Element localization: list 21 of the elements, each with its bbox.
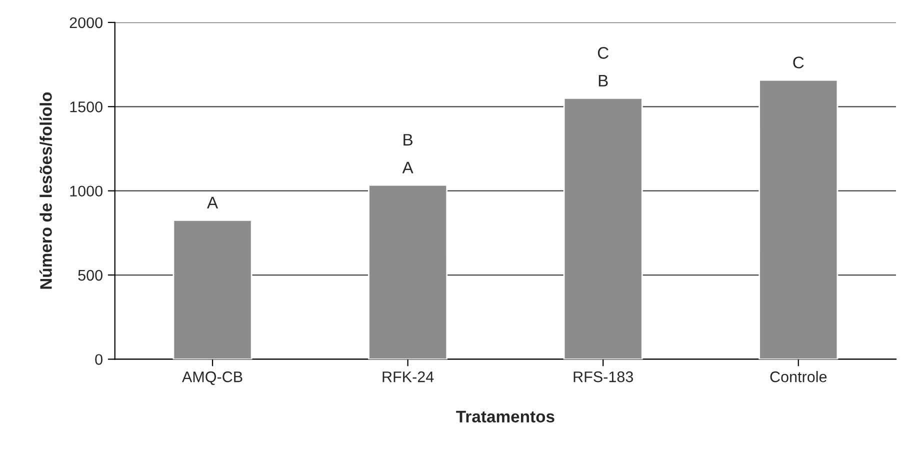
bar bbox=[758, 79, 838, 360]
annotation: A bbox=[206, 196, 218, 208]
annotation: C bbox=[793, 56, 804, 68]
y-axis-title: Número de lesões/folíolo bbox=[40, 92, 52, 289]
x-tick-label: AMQ-CB bbox=[182, 371, 242, 385]
annotation: C bbox=[598, 47, 608, 59]
bar bbox=[368, 184, 448, 360]
x-tick-label: RFS-183 bbox=[574, 371, 633, 382]
y-tick-label: 1000 bbox=[70, 186, 102, 197]
bar bbox=[172, 219, 252, 360]
y-tick-label: 500 bbox=[78, 270, 102, 281]
y-tick-label: 2000 bbox=[70, 17, 102, 28]
bar bbox=[563, 98, 643, 360]
annotation: B bbox=[404, 134, 412, 146]
x-tick-label: RFK-24 bbox=[382, 371, 434, 382]
annotation: A bbox=[402, 162, 414, 174]
x-tick-label: Controle bbox=[770, 371, 827, 382]
y-tick-label: 0 bbox=[95, 354, 102, 365]
y-tick-label: 1500 bbox=[70, 102, 102, 112]
annotation: B bbox=[598, 74, 608, 86]
x-axis-title: Tratamentos bbox=[456, 410, 554, 422]
